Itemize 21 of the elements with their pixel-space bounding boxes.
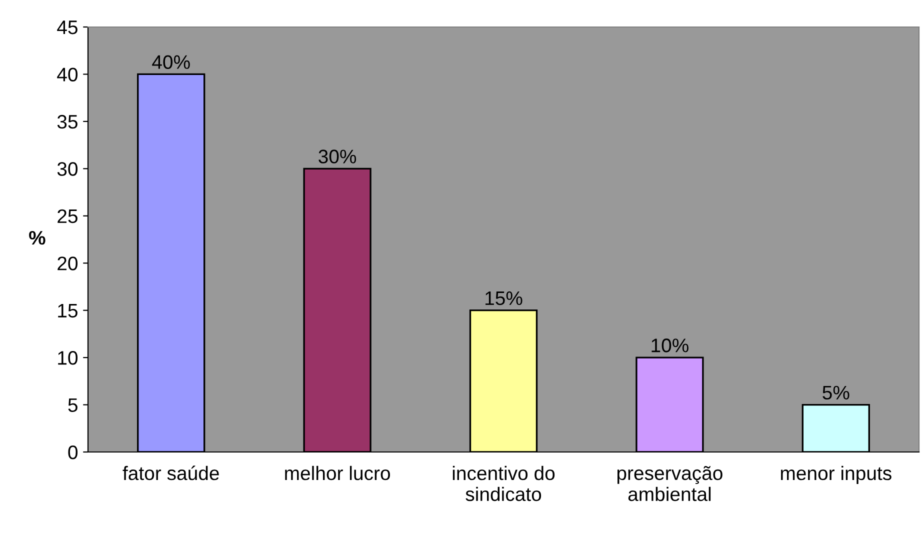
y-tick-label: 40 (57, 68, 78, 82)
y-tick-label: 15 (58, 304, 78, 318)
x-tick-label: fator saúde (122, 466, 219, 480)
data-label: 10% (652, 338, 688, 352)
y-tick-label: 10 (58, 351, 78, 365)
y-tick-label: 20 (58, 256, 78, 270)
x-tick-label: melhor lucro (285, 466, 390, 480)
y-tick-label: 25 (58, 209, 78, 224)
y-axis-title: % (29, 231, 46, 245)
y-tick-label: 45 (57, 20, 78, 34)
data-label: 5% (822, 386, 850, 400)
data-label: 15% (486, 291, 522, 306)
data-label: 30% (318, 150, 356, 164)
y-tick-label: 5 (68, 398, 78, 412)
x-tick-label: preservação ambiental (617, 466, 722, 502)
x-tick-label: incentivo do sindicato (452, 466, 555, 502)
y-tick-label: 0 (68, 445, 78, 460)
x-tick-label: menor inputs (780, 466, 892, 484)
data-label: 40% (152, 55, 190, 69)
y-tick-label: 35 (57, 114, 78, 129)
y-tick-label: 30 (57, 162, 78, 176)
